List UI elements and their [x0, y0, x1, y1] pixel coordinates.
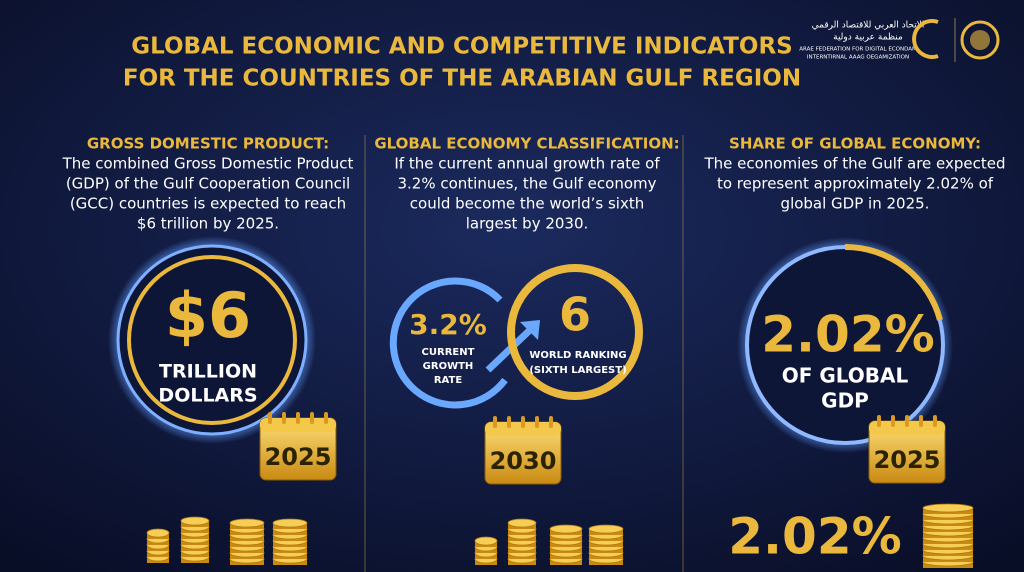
- figure-label: GROWTH: [423, 361, 474, 372]
- figure-label: CURRENT: [422, 347, 475, 358]
- calendar-ring: [905, 415, 909, 427]
- calendar-ring: [310, 412, 314, 424]
- coin: [146, 528, 170, 538]
- figure-label: GDP: [821, 389, 869, 413]
- calendar-ring: [877, 415, 881, 427]
- logo-arabic: الاتحاد العربي للاقتصاد الرقمي: [812, 21, 925, 31]
- panel-body: 3.2% continues, the Gulf economy: [397, 175, 656, 193]
- calendar-ring: [493, 416, 497, 428]
- panel-body: to represent approximately 2.02% of: [717, 175, 994, 193]
- growth-ring: [389, 277, 508, 409]
- panel-heading: SHARE OF GLOBAL ECONOMY:: [729, 135, 981, 153]
- coin: [922, 503, 974, 513]
- calendar-ring: [549, 416, 553, 428]
- logo-emblem: [970, 30, 990, 50]
- calendar-year: 2025: [265, 443, 332, 471]
- calendar-top: [869, 421, 945, 435]
- logo-english: INTERNTIRNAL AAAG OEGAMIZATION: [807, 55, 909, 61]
- coin: [474, 536, 498, 546]
- logo-arabic: منظمة عربية دولية: [833, 33, 903, 43]
- figure-label: TRILLION: [159, 361, 257, 383]
- figure-label: (SIXTH LARGEST): [529, 365, 626, 376]
- panel-body: global GDP in 2025.: [781, 195, 930, 213]
- growth-arrow: [520, 320, 540, 340]
- coin: [549, 524, 583, 534]
- panel-heading: GLOBAL ECONOMY CLASSIFICATION:: [374, 135, 679, 153]
- calendar-ring: [919, 415, 923, 427]
- calendar-year: 2025: [874, 446, 941, 474]
- panel-body: could become the world’s sixth: [410, 195, 644, 213]
- panel-heading: GROSS DOMESTIC PRODUCT:: [87, 135, 329, 153]
- coin: [272, 518, 308, 528]
- calendar-ring: [507, 416, 511, 428]
- calendar-ring: [891, 415, 895, 427]
- figure-value: 2.02%: [761, 306, 934, 364]
- logo-english: ARAE FEDERATION FOR DIGITAL ECONDAM: [799, 47, 917, 53]
- ranking-ring: [507, 264, 643, 400]
- calendar-ring: [324, 412, 328, 424]
- calendar-ring: [933, 415, 937, 427]
- figure-value: 3.2%: [409, 308, 487, 341]
- panel-body: (GDP) of the Gulf Cooperation Council: [66, 175, 350, 193]
- decorations: [146, 412, 974, 568]
- coin: [507, 518, 537, 528]
- calendar-ring: [521, 416, 525, 428]
- footer-value: 2.02%: [728, 508, 901, 566]
- panel-body: $6 trillion by 2025.: [137, 215, 279, 233]
- calendar-ring: [282, 412, 286, 424]
- circle-ring: [127, 255, 297, 425]
- calendar-ring: [296, 412, 300, 424]
- calendar-top: [485, 422, 561, 436]
- growth-arrow: [485, 327, 533, 373]
- figure-label: DOLLARS: [158, 385, 257, 407]
- panel-body: (GCC) countries is expected to reach: [70, 195, 346, 213]
- panel-body: The combined Gross Domestic Product: [62, 155, 354, 173]
- circle-ring: [116, 244, 308, 436]
- figure-label: WORLD RANKING: [529, 350, 626, 361]
- figure-label: RATE: [434, 375, 462, 386]
- calendar-ring: [535, 416, 539, 428]
- coin: [180, 516, 210, 526]
- figure-value: $6: [165, 279, 251, 352]
- panel-body: largest by 2030.: [466, 215, 589, 233]
- title-line: FOR THE COUNTRIES OF THE ARABIAN GULF RE…: [123, 66, 801, 92]
- figure-label: OF GLOBAL: [782, 364, 909, 388]
- figure-value: 6: [559, 288, 591, 342]
- panel-body: The economies of the Gulf are expected: [703, 155, 1005, 173]
- calendar-top: [260, 418, 336, 432]
- calendar-ring: [268, 412, 272, 424]
- coin: [588, 524, 624, 534]
- logo-emblem: [960, 20, 1000, 60]
- panel-body: If the current annual growth rate of: [394, 155, 660, 173]
- title-line: GLOBAL ECONOMIC AND COMPETITIVE INDICATO…: [131, 34, 792, 60]
- coin: [229, 518, 265, 528]
- logo-mark: [912, 19, 939, 59]
- calendar-year: 2030: [490, 447, 557, 475]
- circle-arc: [844, 243, 943, 321]
